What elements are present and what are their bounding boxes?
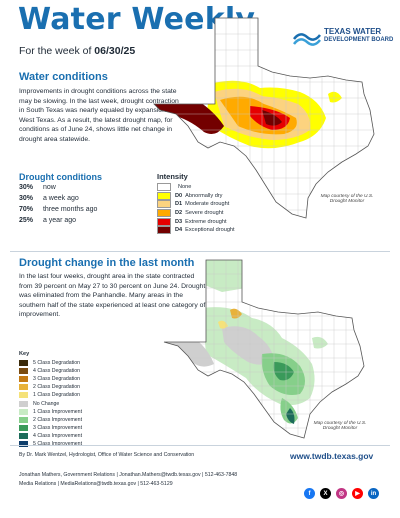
legend-item: 3 Class Improvement — [19, 424, 82, 432]
change-paragraph: In the last four weeks, drought area in … — [19, 273, 206, 319]
legend-item: 1 Class Improvement — [19, 408, 82, 416]
twdb-logo[interactable] — [292, 27, 322, 54]
drought-change-map — [163, 259, 365, 439]
legend-item: 2 Class Improvement — [19, 416, 82, 424]
week-of: For the week of 06/30/25 — [19, 45, 136, 57]
drought-intensity-map — [153, 17, 375, 219]
legend-item: D4 Exceptional drought — [157, 226, 235, 235]
drought-row: 70% three months ago — [19, 206, 98, 213]
contact-government-relations[interactable]: Jonathan Mathers, Government Relations |… — [19, 472, 238, 478]
intensity-legend-heading: Intensity — [157, 172, 188, 181]
map2-credit: Map courtesy of the U.S. Drought Monitor — [313, 421, 367, 431]
legend-item: 4 Class Degradation — [19, 367, 82, 375]
logo-title: TEXAS WATER — [324, 27, 382, 36]
drought-conditions-heading: Drought conditions — [19, 172, 102, 182]
legend-item: No Change — [19, 399, 82, 407]
water-drop-logo-icon — [293, 33, 321, 46]
facebook-icon[interactable]: f — [304, 488, 315, 499]
intensity-legend: Intensity None D0 Abnormally dry D1 Modera… — [157, 172, 235, 235]
legend-item: 5 Class Improvement — [19, 440, 82, 448]
week-date: 06/30/25 — [94, 45, 136, 57]
legend-item: D3 Extreme drought — [157, 217, 235, 226]
author-credit: By Dr. Mark Wentzel, Hydrologist, Office… — [19, 452, 195, 458]
change-heading: Drought change in the last month — [19, 257, 195, 269]
map1-credit: Map courtesy of the U.S. Drought Monitor — [320, 194, 374, 204]
legend-item: 1 Class Degradation — [19, 391, 82, 399]
section-divider — [10, 251, 390, 252]
linkedin-icon[interactable]: in — [368, 488, 379, 499]
contact-media-relations[interactable]: Media Relations | MediaRelations@twdb.te… — [19, 481, 173, 487]
legend-item: None — [157, 183, 235, 192]
logo-subtitle: DEVELOPMENT BOARD — [324, 37, 394, 43]
legend-item: 2 Class Degradation — [19, 383, 82, 391]
legend-item: D0 Abnormally dry — [157, 191, 235, 201]
legend-item: 4 Class Improvement — [19, 432, 82, 440]
legend-item: 5 Class Degradation — [19, 359, 82, 367]
instagram-icon[interactable]: ◎ — [336, 488, 347, 499]
drought-row: 25% a year ago — [19, 217, 77, 224]
change-legend: Key 5 Class Degradation 4 Class Degradat… — [19, 351, 82, 448]
social-links: f X ◎ ▶ in — [304, 488, 379, 499]
drought-row: 30% a week ago — [19, 195, 79, 202]
youtube-icon[interactable]: ▶ — [352, 488, 363, 499]
footer-divider — [10, 445, 390, 446]
legend-item: D1 Moderate drought — [157, 200, 235, 209]
legend-item: 3 Class Degradation — [19, 375, 82, 383]
drought-row: 30% now — [19, 184, 56, 191]
change-legend-heading: Key — [19, 351, 30, 357]
conditions-heading: Water conditions — [19, 71, 108, 83]
conditions-paragraph: Improvements in drought conditions acros… — [19, 88, 179, 143]
x-icon[interactable]: X — [320, 488, 331, 499]
legend-item: D2 Severe drought — [157, 209, 235, 218]
website-link[interactable]: www.twdb.texas.gov — [290, 451, 374, 461]
